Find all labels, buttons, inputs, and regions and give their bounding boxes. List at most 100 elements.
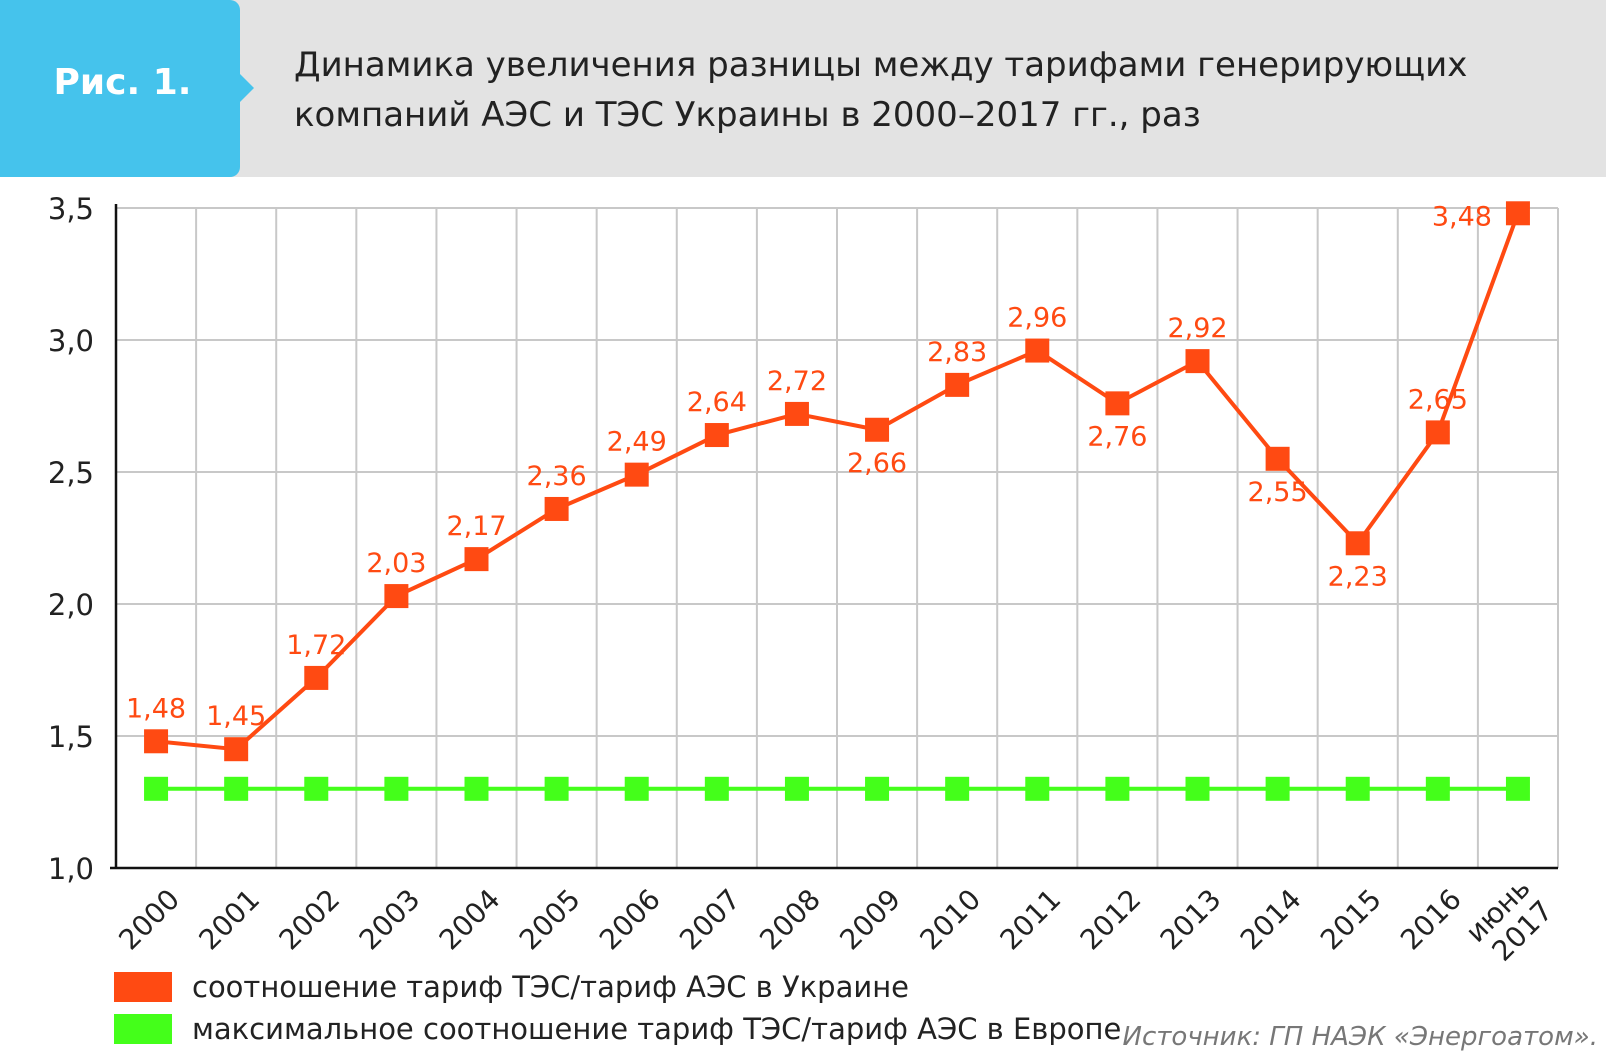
x-tick-label: 2009	[833, 883, 907, 957]
title-line-2: компаний АЭС и ТЭС Украины в 2000–2017 г…	[294, 95, 1201, 135]
data-point-europe	[784, 776, 809, 801]
data-point-europe	[1105, 776, 1130, 801]
x-tick-label: 2010	[913, 883, 987, 957]
data-label: 1,72	[286, 630, 346, 661]
x-tick-label-line: 2013	[1154, 883, 1228, 957]
x-tick-label-line: 2016	[1394, 883, 1468, 957]
title-line-1: Динамика увеличения разницы между тарифа…	[294, 45, 1468, 85]
x-tick-label-line: 2004	[433, 883, 507, 957]
data-label: 2,66	[847, 448, 907, 479]
data-label: 2,55	[1248, 477, 1308, 508]
data-point-ukraine	[1505, 201, 1530, 226]
x-tick-label-line: 2007	[673, 883, 747, 957]
x-tick-label: 2015	[1314, 883, 1388, 957]
data-point-ukraine	[1185, 349, 1210, 374]
data-point-europe	[945, 776, 970, 801]
data-point-europe	[464, 776, 489, 801]
data-point-europe	[384, 776, 409, 801]
data-point-europe	[304, 776, 329, 801]
data-point-europe	[1025, 776, 1050, 801]
data-point-ukraine	[304, 665, 329, 690]
data-label: 2,03	[366, 548, 426, 579]
data-label: 2,92	[1167, 313, 1227, 344]
data-label: 1,45	[206, 701, 266, 732]
y-tick-label: 3,0	[48, 324, 94, 358]
x-tick-label-line: 2014	[1234, 883, 1308, 957]
legend-label-europe: максимальное соотношение тариф ТЭС/тариф…	[192, 1012, 1122, 1046]
x-tick-label-line: 2012	[1074, 883, 1148, 957]
x-tick-label: 2002	[273, 883, 347, 957]
data-label: 2,83	[927, 337, 987, 368]
data-point-ukraine	[224, 737, 249, 762]
source-note: Источник: ГП НАЭК «Энергоатом».	[1122, 1022, 1598, 1052]
x-tick-label-line: 2006	[593, 883, 667, 957]
data-point-ukraine	[1425, 420, 1450, 445]
x-tick-label-line: 2015	[1314, 883, 1388, 957]
figure-number: Рис. 1.	[53, 62, 192, 103]
data-point-ukraine	[1025, 338, 1050, 363]
x-tick-label-line: 2005	[513, 883, 587, 957]
data-point-ukraine	[544, 496, 569, 521]
x-tick-label: 2014	[1234, 883, 1308, 957]
x-tick-label: 2004	[433, 883, 507, 957]
header: Рис. 1. Динамика увеличения разницы межд…	[0, 0, 1606, 177]
data-label: 2,36	[527, 461, 587, 492]
legend-swatch-ukraine	[114, 972, 172, 1002]
data-label: 2,96	[1007, 303, 1067, 334]
data-label: 2,64	[687, 387, 747, 418]
x-tick-label-line: 2010	[913, 883, 987, 957]
y-tick-label: 1,5	[48, 720, 94, 754]
data-label: 3,48	[1432, 201, 1492, 232]
data-point-ukraine	[704, 423, 729, 448]
x-tick-label: 2011	[994, 883, 1068, 957]
figure-badge: Рис. 1.	[0, 0, 240, 177]
data-point-ukraine	[945, 372, 970, 397]
data-point-europe	[865, 776, 890, 801]
x-tick-label: 2013	[1154, 883, 1228, 957]
x-tick-label-line: 2008	[753, 883, 827, 957]
x-tick-label-line: 2002	[273, 883, 347, 957]
x-tick-label: 2008	[753, 883, 827, 957]
x-tick-label: 2012	[1074, 883, 1148, 957]
chart-title: Динамика увеличения разницы между тарифа…	[294, 40, 1584, 140]
data-point-ukraine	[464, 547, 489, 572]
data-point-europe	[1185, 776, 1210, 801]
x-tick-label-line: 2003	[353, 883, 427, 957]
legend-swatch-europe	[114, 1014, 172, 1044]
data-point-europe	[1265, 776, 1290, 801]
data-point-europe	[1345, 776, 1370, 801]
data-point-europe	[624, 776, 649, 801]
data-point-ukraine	[865, 417, 890, 442]
x-tick-label: 2006	[593, 883, 667, 957]
data-point-ukraine	[1265, 446, 1290, 471]
y-tick-label: 3,5	[48, 192, 94, 226]
data-point-europe	[544, 776, 569, 801]
data-point-europe	[704, 776, 729, 801]
data-point-europe	[1425, 776, 1450, 801]
data-point-europe	[144, 776, 169, 801]
data-label: 2,72	[767, 366, 827, 397]
x-tick-label: 2003	[353, 883, 427, 957]
y-tick-label: 2,5	[48, 456, 94, 490]
data-point-europe	[1505, 776, 1530, 801]
data-point-ukraine	[384, 584, 409, 609]
data-point-ukraine	[1105, 391, 1130, 416]
data-label: 2,23	[1328, 561, 1388, 592]
x-tick-label: 2007	[673, 883, 747, 957]
x-tick-label-line: 2000	[112, 883, 186, 957]
x-tick-label-line: 2009	[833, 883, 907, 957]
data-label: 1,48	[126, 693, 186, 724]
data-point-europe	[224, 776, 249, 801]
x-tick-label-line: 2001	[192, 883, 266, 957]
x-tick-label: июнь2017	[1459, 871, 1559, 967]
x-tick-label-line: 2011	[994, 883, 1068, 957]
data-point-ukraine	[784, 401, 809, 426]
y-tick-label: 2,0	[48, 588, 94, 622]
data-point-ukraine	[144, 729, 169, 754]
data-label: 2,65	[1408, 384, 1468, 415]
series-line-ukraine	[155, 212, 1520, 752]
legend-label-ukraine: соотношение тариф ТЭС/тариф АЭС в Украин…	[192, 970, 909, 1004]
data-label: 2,17	[446, 511, 506, 542]
x-tick-label: 2005	[513, 883, 587, 957]
